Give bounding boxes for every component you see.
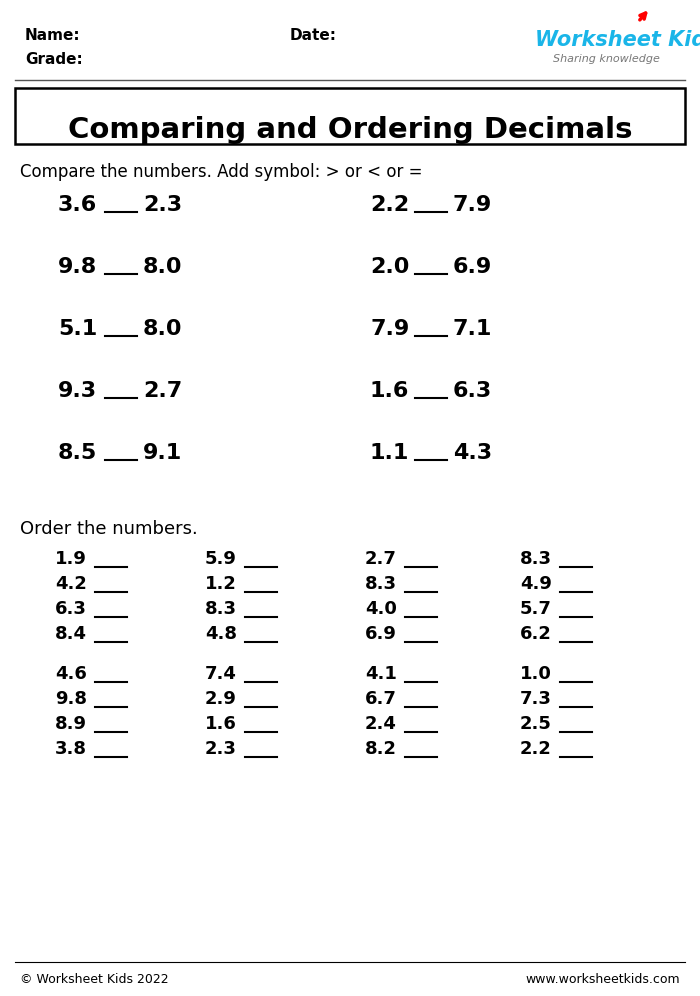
Text: Grade:: Grade: bbox=[25, 52, 83, 67]
Text: 2.7: 2.7 bbox=[143, 381, 182, 401]
Text: 2.3: 2.3 bbox=[205, 740, 237, 758]
Text: 1.6: 1.6 bbox=[205, 715, 237, 733]
Text: 8.5: 8.5 bbox=[58, 443, 97, 463]
Text: Date:: Date: bbox=[290, 28, 337, 43]
Text: 4.3: 4.3 bbox=[453, 443, 492, 463]
Text: 8.4: 8.4 bbox=[55, 625, 87, 643]
Text: 6.3: 6.3 bbox=[453, 381, 492, 401]
Text: 1.9: 1.9 bbox=[55, 550, 87, 568]
Text: 8.3: 8.3 bbox=[520, 550, 552, 568]
Text: 6.7: 6.7 bbox=[365, 690, 397, 708]
Text: © Worksheet Kids 2022: © Worksheet Kids 2022 bbox=[20, 973, 169, 986]
Text: 7.9: 7.9 bbox=[453, 195, 492, 215]
Text: 9.8: 9.8 bbox=[58, 257, 97, 277]
Text: Compare the numbers. Add symbol: > or < or =: Compare the numbers. Add symbol: > or < … bbox=[20, 163, 423, 181]
Text: 2.2: 2.2 bbox=[520, 740, 552, 758]
Text: 1.1: 1.1 bbox=[370, 443, 410, 463]
Text: 5.9: 5.9 bbox=[205, 550, 237, 568]
Text: 2.3: 2.3 bbox=[143, 195, 182, 215]
Text: 8.2: 8.2 bbox=[365, 740, 397, 758]
Text: 6.9: 6.9 bbox=[453, 257, 492, 277]
FancyBboxPatch shape bbox=[15, 88, 685, 144]
Text: 8.9: 8.9 bbox=[55, 715, 87, 733]
Text: 8.3: 8.3 bbox=[205, 600, 237, 618]
Text: 4.2: 4.2 bbox=[55, 575, 87, 593]
Text: Order the numbers.: Order the numbers. bbox=[20, 520, 197, 538]
Text: 6.2: 6.2 bbox=[520, 625, 552, 643]
Text: 6.9: 6.9 bbox=[365, 625, 397, 643]
Text: 2.5: 2.5 bbox=[520, 715, 552, 733]
Text: 3.6: 3.6 bbox=[58, 195, 97, 215]
Text: 7.1: 7.1 bbox=[453, 319, 492, 339]
Text: 8.0: 8.0 bbox=[143, 319, 183, 339]
Text: 9.3: 9.3 bbox=[58, 381, 97, 401]
Text: Comparing and Ordering Decimals: Comparing and Ordering Decimals bbox=[68, 116, 632, 144]
Text: 9.1: 9.1 bbox=[143, 443, 182, 463]
Text: 7.3: 7.3 bbox=[520, 690, 552, 708]
Text: 1.6: 1.6 bbox=[370, 381, 410, 401]
Text: 7.9: 7.9 bbox=[370, 319, 410, 339]
Text: 5.1: 5.1 bbox=[58, 319, 97, 339]
Text: 4.9: 4.9 bbox=[520, 575, 552, 593]
Text: Worksheet Kids: Worksheet Kids bbox=[535, 30, 700, 50]
Text: 1.2: 1.2 bbox=[205, 575, 237, 593]
Text: 3.8: 3.8 bbox=[55, 740, 87, 758]
Text: 4.6: 4.6 bbox=[55, 665, 87, 683]
Text: 4.1: 4.1 bbox=[365, 665, 397, 683]
Text: 7.4: 7.4 bbox=[205, 665, 237, 683]
Text: 2.4: 2.4 bbox=[365, 715, 397, 733]
Text: www.worksheetkids.com: www.worksheetkids.com bbox=[526, 973, 680, 986]
Text: 1.0: 1.0 bbox=[520, 665, 552, 683]
Text: 2.2: 2.2 bbox=[370, 195, 409, 215]
Text: 8.0: 8.0 bbox=[143, 257, 183, 277]
Text: 9.8: 9.8 bbox=[55, 690, 87, 708]
Text: 4.8: 4.8 bbox=[205, 625, 237, 643]
Text: Sharing knowledge: Sharing knowledge bbox=[553, 54, 660, 64]
Text: 4.0: 4.0 bbox=[365, 600, 397, 618]
Text: 2.7: 2.7 bbox=[365, 550, 397, 568]
Text: 2.0: 2.0 bbox=[370, 257, 410, 277]
Text: 8.3: 8.3 bbox=[365, 575, 397, 593]
Text: 6.3: 6.3 bbox=[55, 600, 87, 618]
Text: 2.9: 2.9 bbox=[205, 690, 237, 708]
Text: 5.7: 5.7 bbox=[520, 600, 552, 618]
Text: Name:: Name: bbox=[25, 28, 81, 43]
